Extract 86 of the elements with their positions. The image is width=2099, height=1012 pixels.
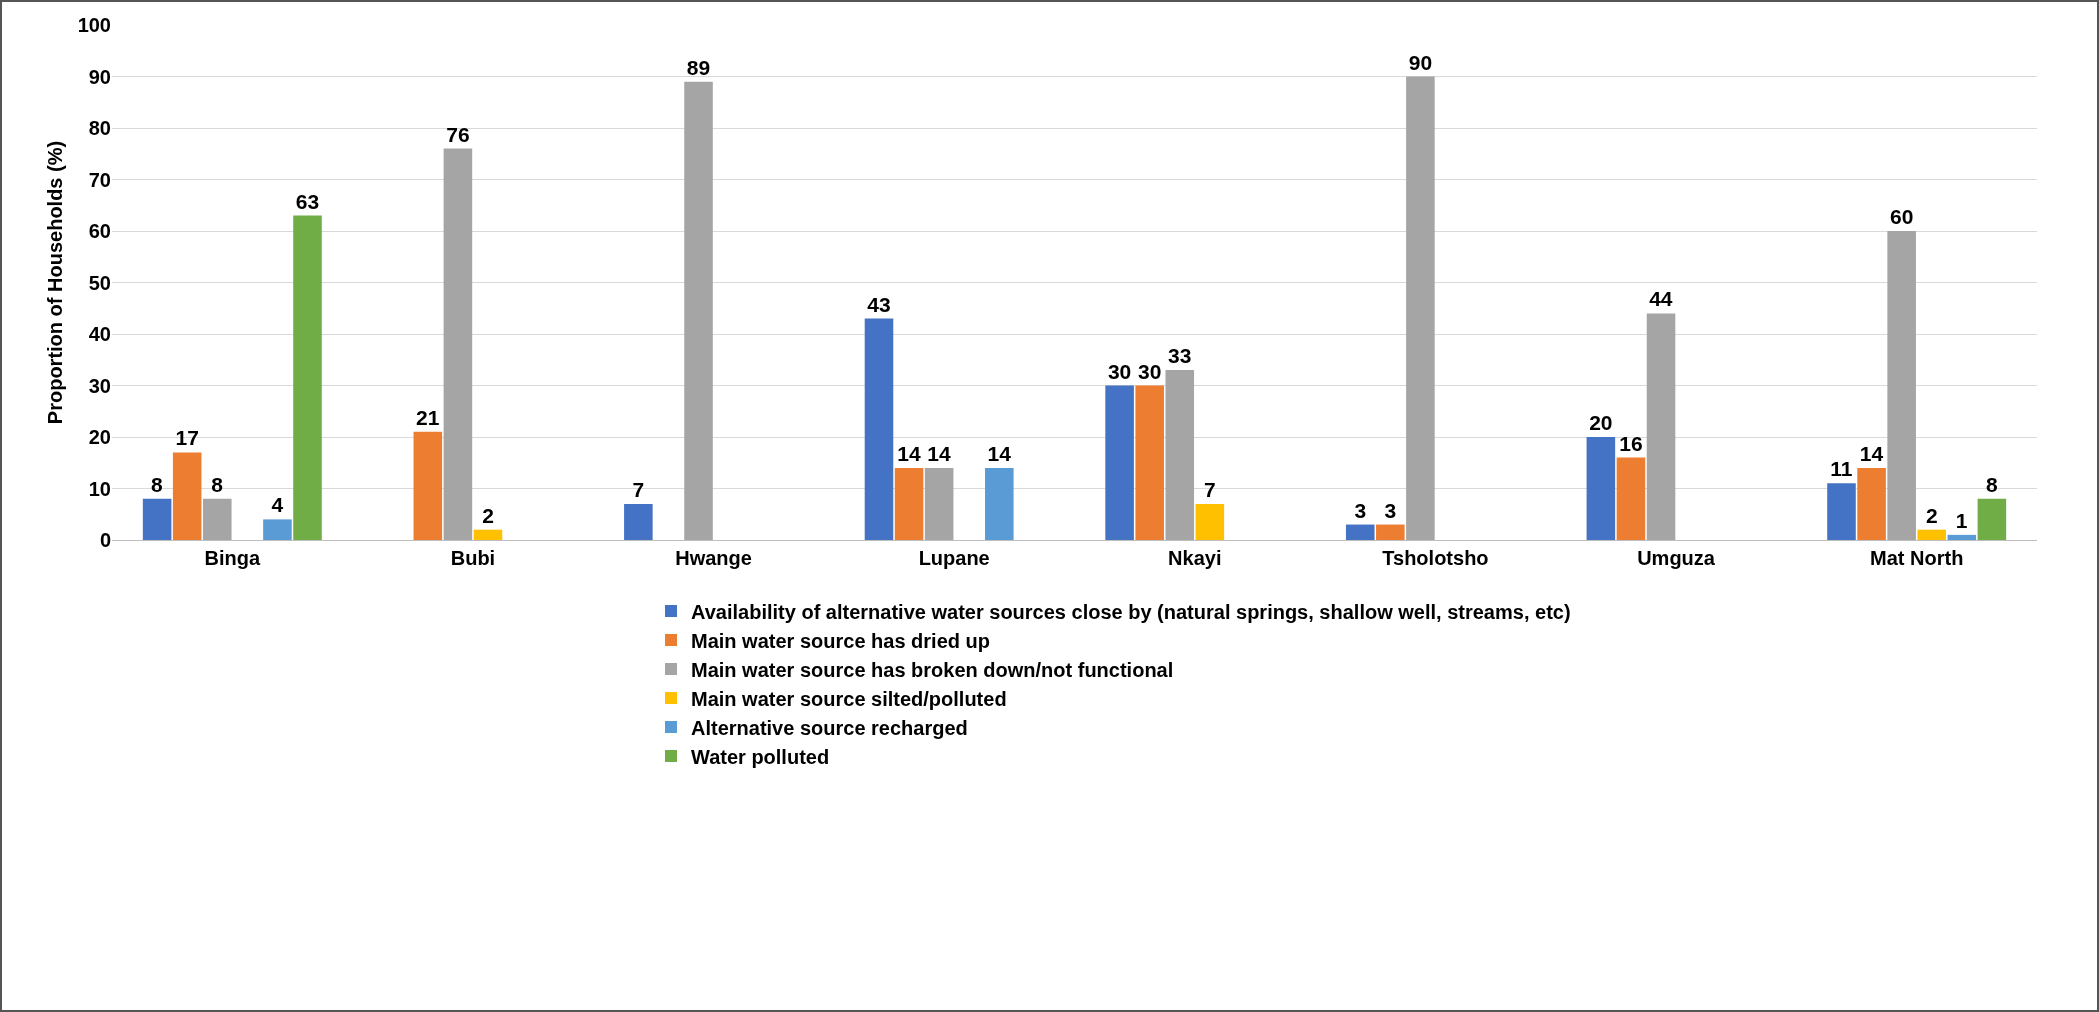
data-label: 17	[175, 426, 199, 450]
bar	[894, 467, 924, 540]
bar	[443, 148, 473, 540]
bar	[624, 503, 653, 540]
x-tick-label: Umguza	[1637, 547, 1716, 569]
data-label: 2	[1925, 503, 1938, 527]
y-tick-label: 60	[88, 220, 111, 242]
bar	[1977, 498, 2007, 540]
bar	[202, 498, 232, 540]
bar	[1345, 524, 1375, 540]
y-axis-title: Proportion of Households (%)	[44, 140, 66, 425]
bar	[1586, 437, 1616, 540]
x-tick-label: Bubi	[450, 547, 496, 569]
y-tick-label: 20	[88, 426, 111, 448]
y-tick-label: 100	[77, 14, 111, 36]
bar	[172, 452, 202, 540]
y-tick-label: 80	[88, 117, 111, 139]
bar	[1646, 313, 1676, 540]
bar	[1406, 76, 1435, 540]
x-tick-label: Hwange	[675, 547, 752, 569]
data-label: 20	[1589, 411, 1613, 434]
bar	[1376, 524, 1405, 540]
bar	[263, 519, 292, 540]
data-label: 60	[1889, 205, 1914, 228]
data-label: 30	[1138, 359, 1162, 383]
bar	[684, 81, 713, 540]
data-label: 11	[1830, 457, 1853, 481]
y-tick-label: 0	[99, 529, 111, 551]
y-tick-label: 10	[88, 477, 111, 500]
y-tick-label: 40	[88, 323, 111, 345]
y-tick-label: 90	[88, 65, 111, 88]
y-tick-label: 30	[88, 374, 111, 397]
bar	[1887, 231, 1916, 540]
data-label: 7	[632, 477, 645, 501]
data-label: 76	[446, 122, 470, 146]
x-tick-label: Tsholotsho	[1382, 547, 1489, 569]
x-tick-label: Nkayi	[1168, 547, 1222, 569]
data-label: 8	[211, 472, 224, 496]
data-label: 33	[1168, 344, 1192, 368]
bar	[1857, 467, 1886, 540]
bar	[1827, 483, 1856, 540]
data-label: 14	[987, 441, 1012, 465]
legend-label: Main water source has broken down/not functional	[691, 658, 1174, 681]
legend-label: Water polluted	[691, 745, 830, 768]
data-label: 30	[1107, 359, 1132, 383]
x-tick-label: Binga	[204, 547, 261, 569]
data-label: 43	[867, 292, 891, 316]
data-label: 21	[415, 405, 440, 429]
data-label: 16	[1619, 431, 1643, 455]
legend-label: Main water source silted/polluted	[691, 687, 1007, 710]
x-tick-label: Lupane	[918, 547, 990, 569]
data-label: 63	[295, 189, 320, 213]
bar	[1105, 385, 1134, 540]
bar	[142, 498, 172, 540]
y-tick-label: 70	[88, 168, 111, 191]
data-label: 14	[1859, 441, 1884, 465]
data-label: 8	[151, 472, 164, 496]
data-label: 2	[482, 503, 494, 527]
data-label: 1	[1955, 508, 1968, 532]
legend-label: Availability of alternative water sources close by (natural springs, shallow well, streams, etc)	[691, 600, 1571, 623]
data-label: 4	[271, 493, 284, 517]
bar	[413, 431, 443, 540]
data-label: 89	[686, 55, 711, 79]
bar	[1917, 529, 1947, 540]
data-label: 3	[1354, 498, 1367, 522]
bar	[1195, 503, 1225, 540]
legend-label: Alternative source recharged	[691, 716, 968, 739]
bar	[293, 215, 322, 540]
data-label: 90	[1408, 50, 1433, 74]
legend-label: Main water source has dried up	[691, 629, 990, 652]
bar	[473, 529, 503, 540]
bar	[1947, 534, 1977, 540]
data-label: 7	[1204, 477, 1216, 501]
y-tick-label: 50	[88, 271, 111, 294]
bar	[864, 318, 894, 540]
data-label: 14	[897, 441, 921, 465]
bar	[985, 467, 1014, 540]
bar	[1165, 370, 1195, 540]
x-tick-label: Mat North	[1870, 547, 1964, 569]
data-label: 3	[1384, 498, 1397, 522]
bar	[1135, 385, 1164, 540]
bar	[1616, 457, 1646, 540]
data-label: 44	[1649, 287, 1673, 311]
data-label: 8	[1985, 472, 1998, 496]
bar	[924, 467, 954, 540]
data-label: 14	[927, 441, 951, 465]
